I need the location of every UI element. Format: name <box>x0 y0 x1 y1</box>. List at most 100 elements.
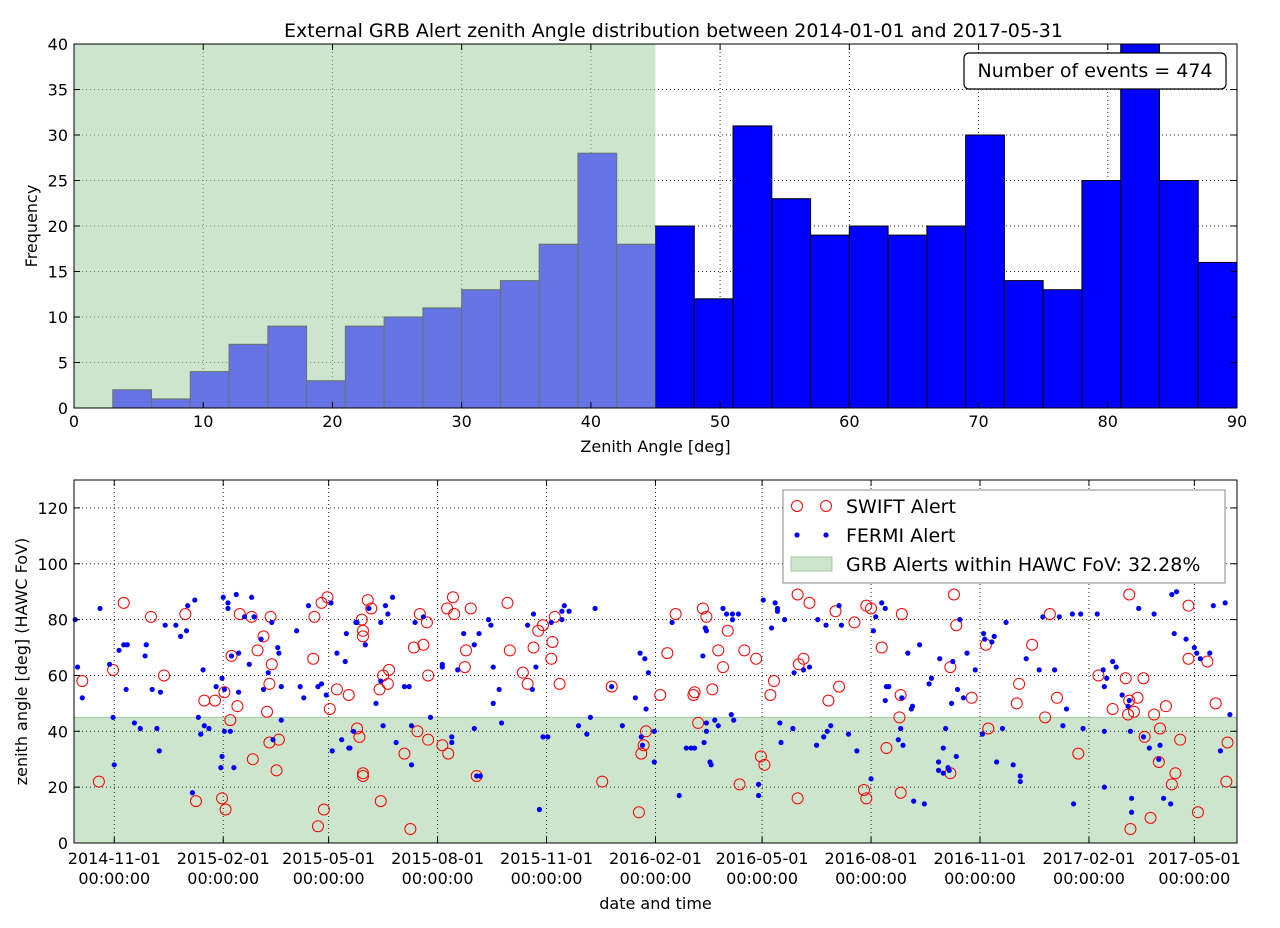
scatter-y-tick-label: 40 <box>48 722 68 741</box>
swift-alert-point <box>661 647 674 660</box>
fermi-alert-point <box>1171 630 1177 637</box>
fermi-alert-point <box>991 633 997 639</box>
swift-alert-point <box>1039 711 1052 724</box>
fermi-alert-point <box>530 611 537 617</box>
swift-alert-point <box>1174 733 1187 746</box>
swift-alert-point <box>632 806 645 819</box>
fermi-alert-point <box>815 617 821 623</box>
fermi-alert-point <box>643 706 649 712</box>
fermi-alert-point <box>488 622 494 628</box>
fermi-alert-point <box>225 605 231 612</box>
swift-alert-point <box>1209 697 1222 710</box>
fermi-alert-point <box>251 614 257 620</box>
fermi-alert-point <box>715 723 721 729</box>
histogram-bar <box>1120 43 1160 409</box>
swift-alert-point <box>1026 638 1039 651</box>
swift-alert-point <box>225 649 238 662</box>
swift-alert-point <box>208 694 221 707</box>
fermi-alert-point <box>708 762 714 768</box>
swift-alert-point <box>342 689 355 702</box>
histogram-panel: External GRB Alert zenith Angle distribu… <box>22 20 1247 456</box>
swift-alert-point <box>738 644 751 657</box>
legend-fermi-marker-right <box>823 532 829 538</box>
swift-alert-point <box>895 608 908 621</box>
swift-alert-point <box>754 750 767 763</box>
fermi-alert-point <box>474 773 480 779</box>
legend-frame <box>782 489 1226 584</box>
histogram-ticks: 0 10 20 30 40 50 60 70 80 90 0 5 10 15 20 25 30 35 40 <box>48 35 1248 431</box>
fermi-alert-point <box>943 725 949 732</box>
swift-alert-point <box>527 641 540 654</box>
swift-alert-point <box>516 666 529 679</box>
fermi-alert-point <box>471 642 477 648</box>
swift-alert-point <box>1165 778 1178 791</box>
fermi-alert-point <box>347 745 353 751</box>
scatter-x-tick-label-date: 2016-08-01 <box>825 849 918 868</box>
scatter-x-tick-label-time: 00:00:00 <box>1158 869 1230 888</box>
swift-alert-point <box>848 616 861 629</box>
swift-alert-point <box>189 795 202 808</box>
legend-swift-marker-right <box>820 500 832 512</box>
swift-alert-point <box>1119 672 1132 685</box>
fermi-alert-point <box>301 695 307 701</box>
fermi-alert-point <box>162 622 168 628</box>
histogram-bar <box>965 134 1005 409</box>
fermi-alert-point <box>79 695 85 701</box>
swift-alert-point <box>1148 708 1161 721</box>
histogram-x-tick-label: 60 <box>839 412 859 431</box>
swift-alert-point <box>501 596 514 609</box>
fermi-alert-point <box>157 689 164 695</box>
fermi-alert-point <box>900 742 906 748</box>
fermi-alert-point <box>729 617 736 623</box>
fermi-alert-point <box>231 765 237 771</box>
swift-alert-point <box>1131 691 1144 704</box>
swift-alert-point <box>546 635 559 648</box>
swift-alert-point <box>117 596 130 609</box>
fermi-alert-point <box>149 686 155 693</box>
fermi-alert-point <box>485 617 492 623</box>
fermi-alert-point <box>362 642 368 648</box>
swift-alert-point <box>1050 691 1063 704</box>
fermi-alert-point <box>213 684 219 690</box>
fermi-alert-point <box>712 717 718 723</box>
swift-alert-point <box>317 803 330 816</box>
fermi-alert-point <box>688 745 694 751</box>
swift-alert-point <box>654 689 667 702</box>
swift-alert-point <box>107 663 120 676</box>
histogram-bar <box>1158 180 1199 409</box>
fermi-alert-point <box>642 656 648 662</box>
fermi-alert-point <box>1101 784 1107 790</box>
fermi-alert-point <box>781 617 788 623</box>
histogram-bar <box>1042 289 1083 409</box>
fermi-alert-point <box>937 656 943 662</box>
fermi-alert-point <box>575 723 582 729</box>
fermi-alert-point <box>1169 591 1175 598</box>
fermi-alert-point <box>385 611 391 617</box>
fermi-alert-point <box>378 619 384 626</box>
fermi-alert-point <box>701 739 707 746</box>
fermi-alert-point <box>1136 605 1142 612</box>
fermi-alert-point <box>960 695 967 701</box>
swift-alert-point <box>865 602 878 615</box>
swift-alert-point <box>1124 823 1137 836</box>
histogram-y-tick-label: 35 <box>48 81 68 100</box>
swift-alert-point <box>700 610 713 623</box>
fermi-alert-point <box>638 734 644 740</box>
swift-alert-point <box>1127 705 1140 718</box>
fermi-alert-point <box>498 720 505 726</box>
swift-alert-point <box>545 652 558 665</box>
fermi-alert-point <box>228 653 235 659</box>
fermi-alert-point <box>439 661 445 667</box>
fermi-alert-point <box>246 661 252 667</box>
fermi-alert-point <box>258 636 264 642</box>
swift-alert-point <box>791 588 804 601</box>
fermi-alert-point <box>540 734 546 740</box>
fermi-alert-point <box>1113 664 1119 670</box>
fermi-alert-point <box>1157 742 1163 748</box>
histogram-bar <box>655 225 695 409</box>
fermi-alert-point <box>420 614 426 620</box>
histogram-y-tick-label: 15 <box>48 263 68 282</box>
fermi-alert-point <box>1094 611 1100 617</box>
fermi-alert-point <box>946 767 952 774</box>
swift-alert-point <box>257 630 270 643</box>
